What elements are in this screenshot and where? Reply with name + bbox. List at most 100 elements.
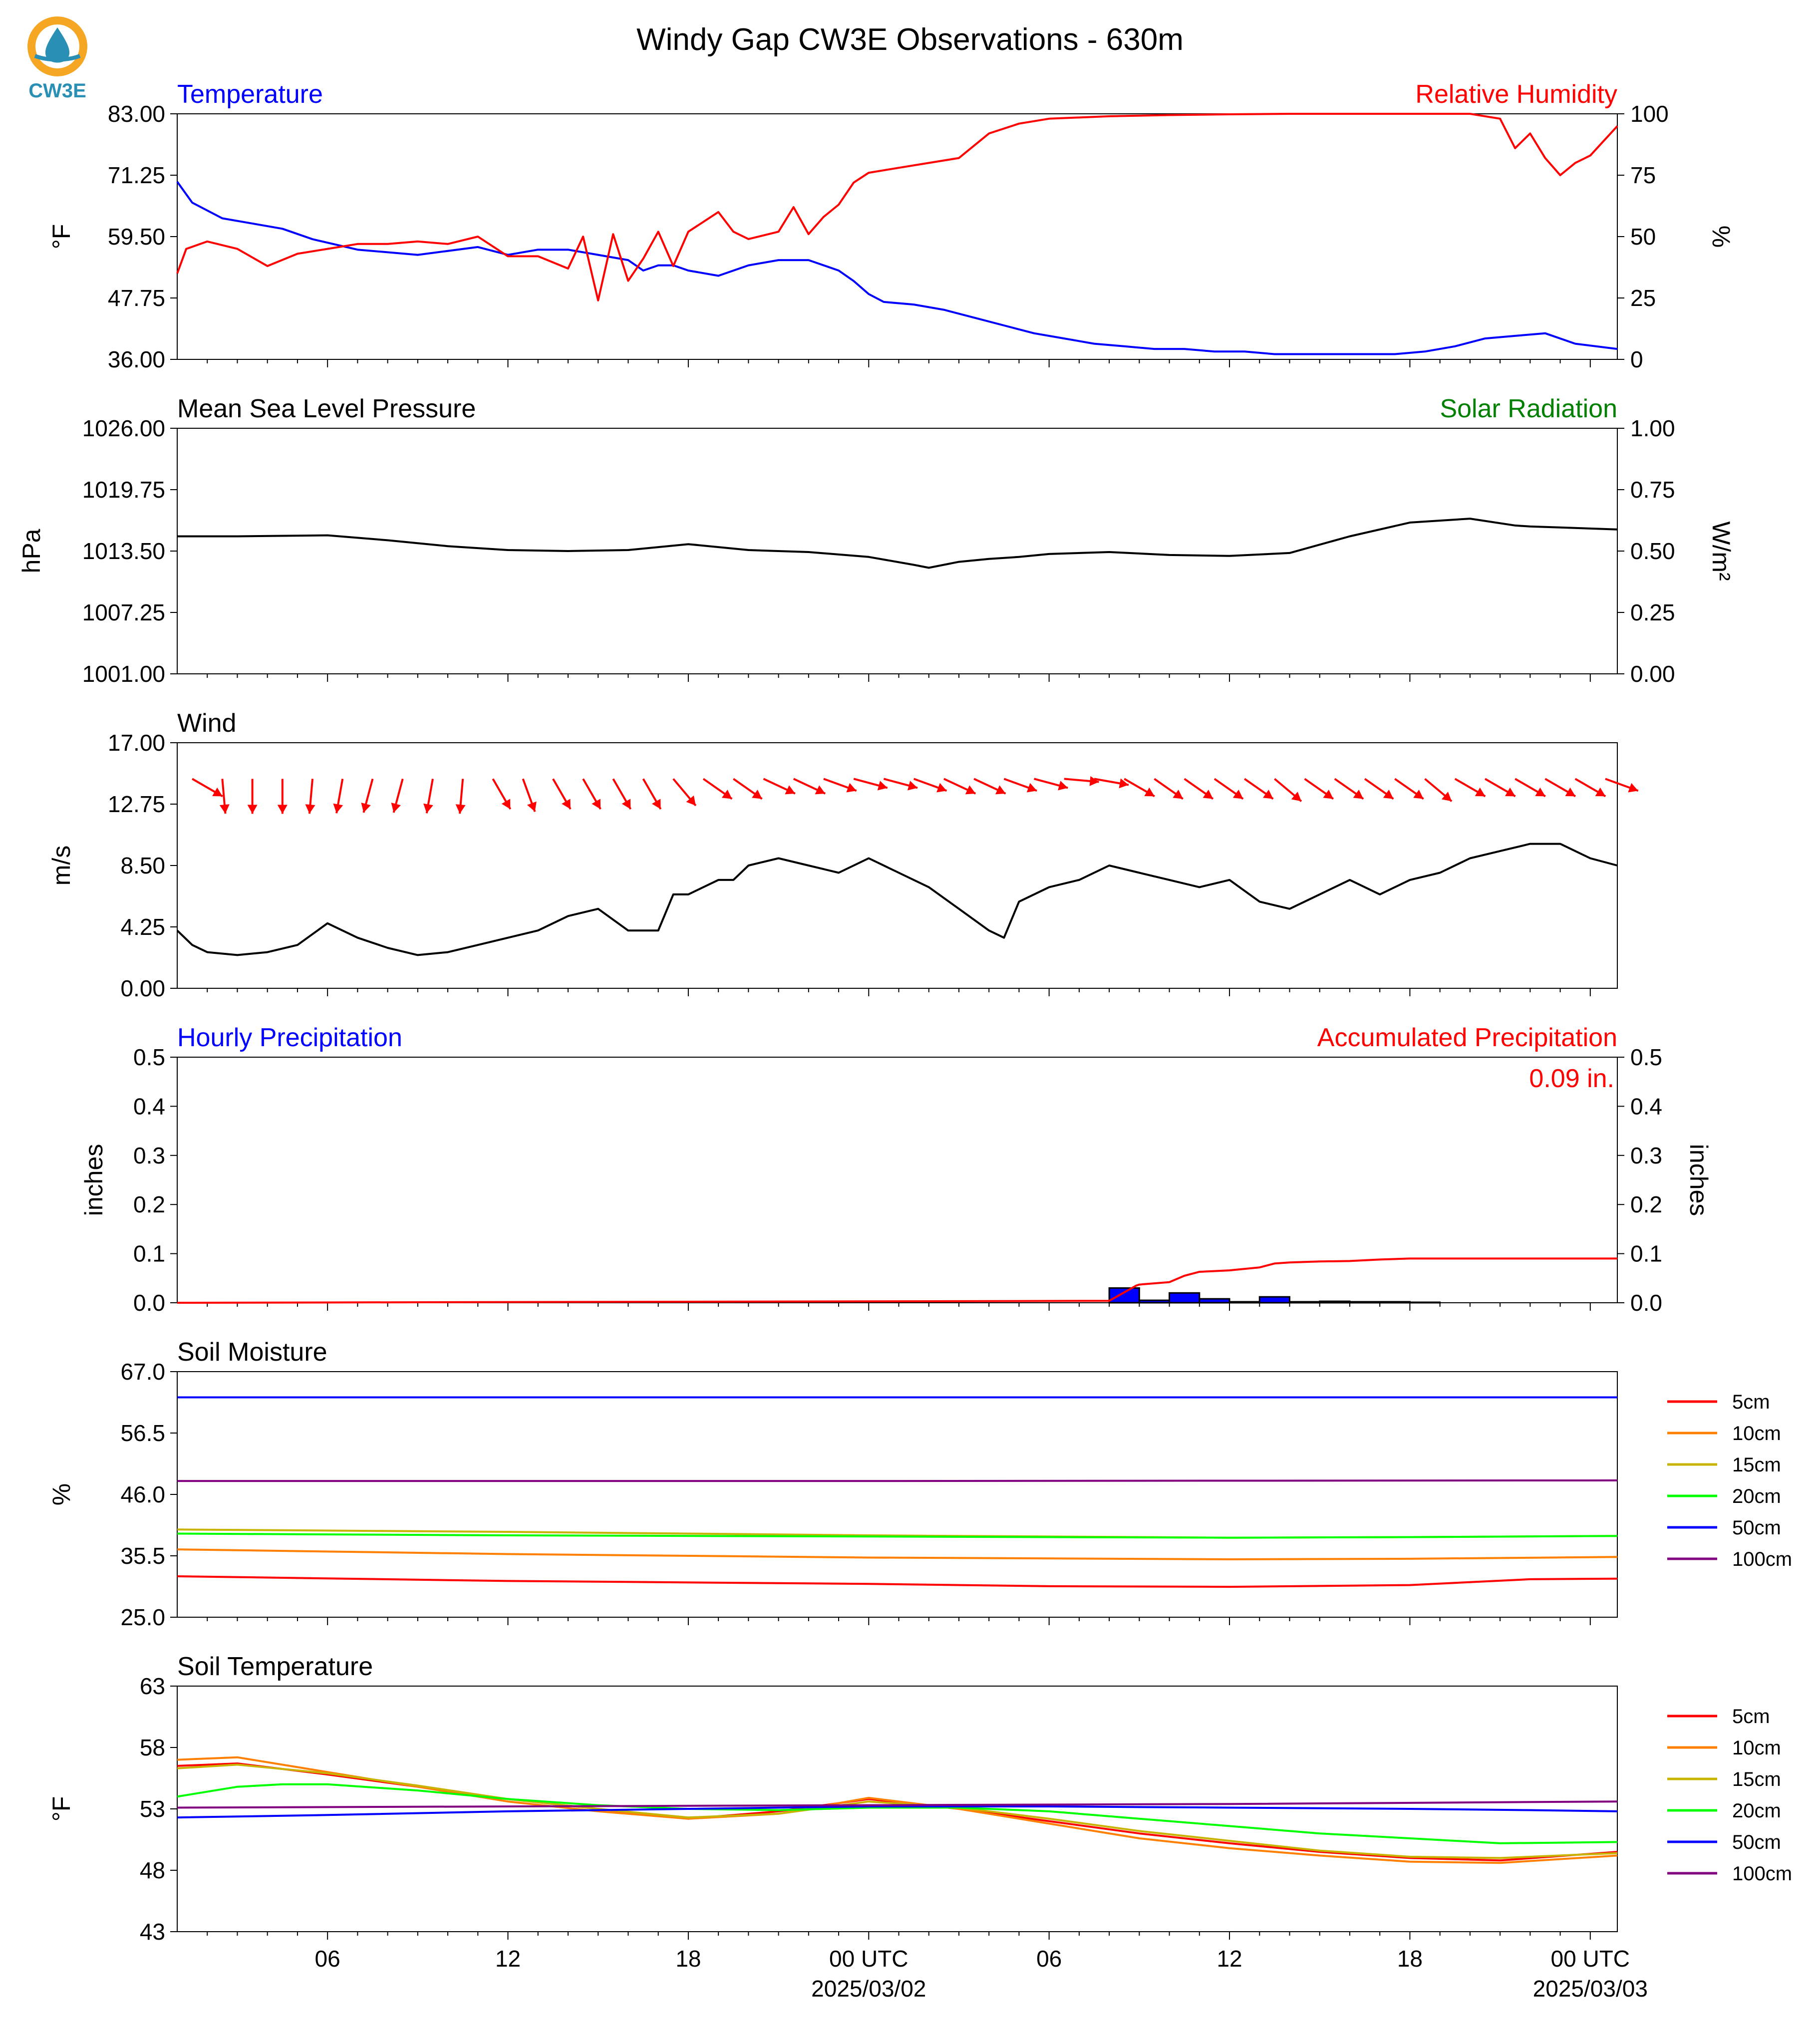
wind-arrow-head [1475, 787, 1486, 797]
wind-arrow-head [1323, 790, 1333, 799]
x-date-label: 2025/03/02 [811, 1976, 926, 2002]
x-tick-label: 18 [675, 1946, 701, 1972]
y-tick-label: 17.00 [108, 730, 165, 756]
wind-arrow-head [908, 781, 917, 791]
legend-label: 5cm [1732, 1706, 1770, 1728]
logo-drop [45, 27, 70, 63]
panel-title-right: Solar Radiation [1440, 394, 1617, 423]
legend-label: 100cm [1732, 1548, 1792, 1570]
wind-arrow [1454, 778, 1486, 798]
wind-arrow [702, 778, 733, 800]
y-tick-label: 1026.00 [82, 415, 165, 441]
panel-title-left: Mean Sea Level Pressure [177, 394, 476, 423]
wind-arrow-head [219, 804, 230, 814]
wind-arrow-head [1353, 790, 1364, 799]
precip-bar [1379, 1301, 1411, 1304]
precip-bar [1349, 1301, 1381, 1304]
chart-title: Windy Gap CW3E Observations - 630m [636, 22, 1184, 57]
y-tick-label: 63 [140, 1673, 165, 1699]
y-tick-label: 35.5 [120, 1543, 165, 1569]
series-line-left [176, 843, 1618, 956]
panel-soil_moisture: Soil Moisture 25.0 35.5 46.0 56.5 67.0% 5cm 10c… [47, 1338, 1792, 1630]
x-tick-label: 00 UTC [829, 1946, 908, 1972]
wind-arrow [1213, 778, 1244, 800]
y-tick-label: 71.25 [108, 162, 165, 188]
wind-arrow [1574, 778, 1606, 798]
wind-arrow [1154, 778, 1184, 800]
wind-arrow-head [277, 805, 288, 814]
wind-arrow [1064, 776, 1099, 786]
precip-bar [1108, 1287, 1140, 1304]
wind-arrow-head [1535, 787, 1545, 797]
y-tick-label: 25.0 [120, 1604, 165, 1630]
wind-arrow-head [1203, 790, 1213, 799]
legend-label: 10cm [1732, 1423, 1781, 1445]
y-tick-label: 53 [140, 1796, 165, 1822]
y-tick-label: 46.0 [120, 1481, 165, 1507]
y-axis-label-left: °F [47, 224, 75, 250]
wind-arrow [1094, 778, 1129, 789]
y-tick-label-right: 0.0 [1630, 1290, 1662, 1316]
wind-arrow-head [846, 783, 857, 793]
wind-arrow [883, 778, 918, 791]
y-tick-label: 48 [140, 1857, 165, 1883]
y-tick-label: 56.5 [120, 1420, 165, 1446]
wind-arrow-head [785, 785, 795, 795]
wind-arrow-head [1383, 790, 1394, 799]
wind-arrow [1424, 778, 1453, 802]
wind-arrow-head [1441, 792, 1452, 802]
y-tick-label-right: 0.75 [1630, 477, 1675, 503]
wind-arrow [763, 778, 796, 795]
panel-pressure_solar: Mean Sea Level Pressure Solar Radiation 10… [17, 394, 1735, 687]
wind-arrow-head [305, 804, 315, 814]
wind-arrow-head [247, 805, 258, 814]
wind-arrow [1003, 778, 1037, 793]
logo-wave [34, 54, 81, 62]
y-tick-label-right: 0.1 [1630, 1241, 1662, 1267]
legend-label: 15cm [1732, 1768, 1781, 1790]
precip-bar [1199, 1298, 1230, 1304]
precip-bar [1228, 1301, 1260, 1304]
wind-arrow-head [995, 785, 1006, 795]
y-tick-label: 1007.25 [82, 599, 165, 625]
panel-title-left: Hourly Precipitation [177, 1023, 402, 1052]
wind-arrow [552, 778, 572, 810]
series-line-right [176, 113, 1618, 301]
wind-arrow [793, 778, 826, 795]
wind-arrow-head [1565, 787, 1576, 797]
y-axis-label-left: °F [47, 1796, 75, 1822]
x-tick-label: 12 [495, 1946, 521, 1972]
wind-arrow [943, 778, 976, 795]
wind-arrow-head [1413, 790, 1424, 799]
wind-arrow [1484, 778, 1516, 798]
y-tick-label: 12.75 [108, 791, 165, 817]
wind-arrow [1364, 778, 1394, 800]
y-tick-label-right: 0.5 [1630, 1044, 1662, 1070]
wind-arrow-head [527, 801, 537, 812]
y-tick-label-right: 100 [1630, 101, 1669, 127]
wind-arrow-head [1089, 776, 1099, 786]
wind-arrow [973, 778, 1006, 795]
wind-arrow [247, 779, 258, 814]
y-tick-label: 0.3 [133, 1143, 165, 1168]
wind-arrow-head [423, 803, 433, 814]
y-axis-label-left: inches [80, 1144, 108, 1216]
wind-arrow-head [1144, 787, 1155, 797]
precip-bar [1258, 1296, 1290, 1304]
logo-text: CW3E [28, 80, 86, 102]
wind-arrow [1244, 778, 1274, 800]
wind-arrow-head [686, 795, 696, 806]
legend-label: 50cm [1732, 1831, 1781, 1853]
y-tick-label: 59.50 [108, 224, 165, 250]
plot-frame [177, 1057, 1618, 1303]
wind-arrow [361, 778, 374, 813]
y-tick-label: 0.0 [133, 1290, 165, 1316]
x-tick-label: 00 UTC [1551, 1946, 1630, 1972]
wind-arrow-head [1291, 792, 1301, 802]
wind-arrow-head [1505, 787, 1516, 797]
y-axis-label-right: % [1707, 226, 1735, 248]
wind-arrow-head [877, 781, 888, 791]
wind-arrow-head [936, 783, 947, 793]
wind-arrow-head [621, 799, 631, 809]
